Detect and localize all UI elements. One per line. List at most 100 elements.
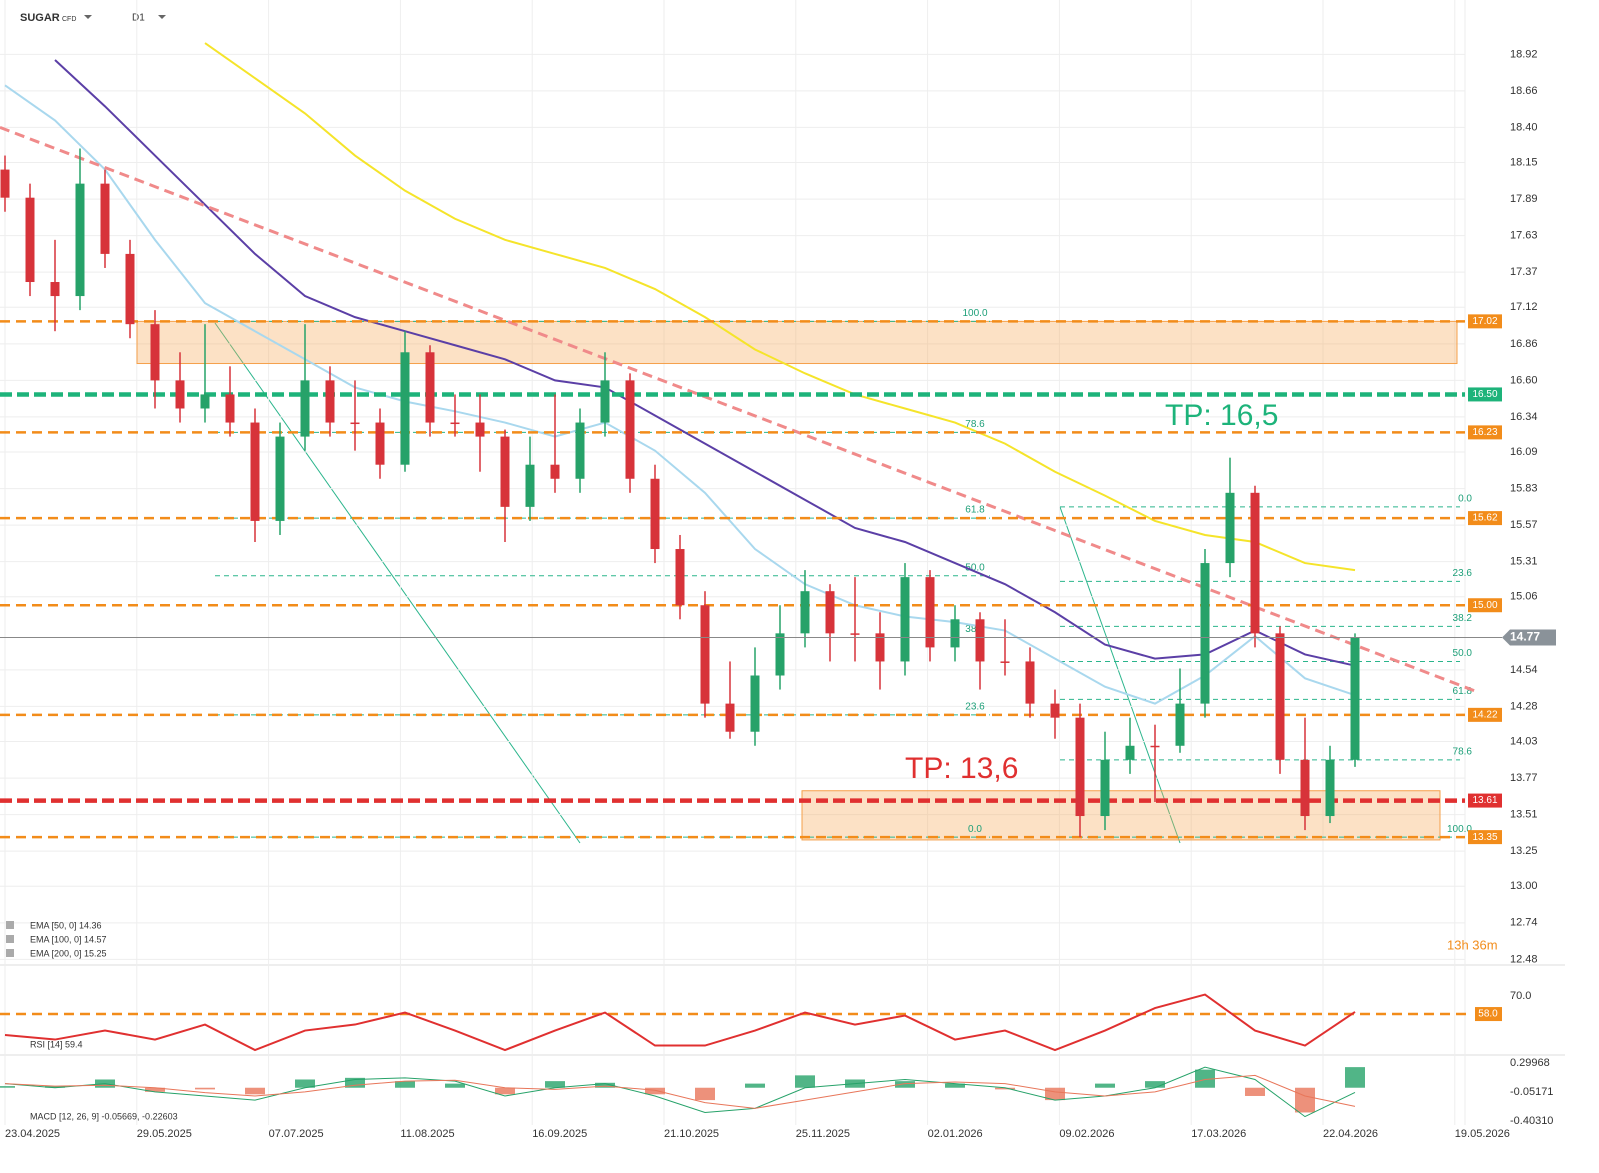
y-tick-label: 17.89 — [1510, 193, 1538, 205]
fib-label: 61.8 — [1453, 686, 1473, 697]
macd-bar — [295, 1079, 315, 1088]
candle-body — [1200, 563, 1210, 704]
fib-label: 78.6 — [965, 419, 985, 430]
fib-trend — [214, 322, 581, 844]
candle-body — [175, 380, 185, 409]
y-tick-label: 16.34 — [1510, 411, 1538, 423]
macd-bar — [895, 1081, 915, 1088]
rsi-tick-label: 70.0 — [1510, 990, 1531, 1002]
fib-label: 61.8 — [965, 505, 985, 516]
candle-body — [650, 478, 660, 550]
level-badge — [1468, 425, 1502, 440]
candle-body — [75, 183, 85, 297]
current-price-label: 14.77 — [1510, 630, 1540, 644]
candle-body — [50, 282, 60, 297]
candle-body — [100, 183, 110, 254]
dropdown[interactable] — [158, 15, 166, 19]
macd-signal — [4, 1074, 1356, 1109]
x-tick-label: 09.02.2026 — [1059, 1128, 1114, 1140]
instrument: CFD — [62, 16, 76, 23]
candle-body — [450, 422, 460, 425]
candle-body — [200, 394, 210, 409]
timeframe[interactable]: D1 — [132, 13, 145, 24]
macd-bar — [945, 1083, 965, 1088]
macd-bar — [395, 1081, 415, 1088]
symbol[interactable]: SUGAR — [20, 12, 60, 24]
x-tick-label: 07.07.2025 — [269, 1128, 324, 1140]
macd-tick-label: -0.40310 — [1510, 1115, 1553, 1127]
y-tick-label: 17.63 — [1510, 230, 1538, 242]
candle-body — [1000, 661, 1010, 663]
fib-label: 38.2 — [1453, 613, 1473, 624]
candle-body — [750, 675, 760, 732]
level-badge — [1468, 387, 1502, 402]
x-tick-label: 23.04.2025 — [5, 1128, 60, 1140]
candle-body — [1325, 759, 1335, 817]
candle-body — [925, 577, 935, 648]
candle-body — [1150, 745, 1160, 748]
trendline — [0, 126, 1476, 693]
legend-entry: EMA [200, 0] 15.25 — [30, 948, 107, 958]
rsi-label: RSI [14] 59.4 — [30, 1039, 83, 1049]
fib-label: 23.6 — [1453, 568, 1473, 579]
level-label: 16.23 — [1472, 427, 1497, 438]
y-tick-label: 18.15 — [1510, 156, 1538, 168]
fib-label: 78.6 — [1453, 746, 1473, 757]
annotation: TP: 13,6 — [905, 752, 1018, 785]
y-tick-label: 18.92 — [1510, 48, 1538, 60]
fib-label: 50.0 — [1453, 648, 1473, 659]
macd-bar — [495, 1087, 515, 1095]
candle-body — [1175, 703, 1185, 746]
fib-label: 23.6 — [965, 701, 985, 712]
rsi-level-label: 58.0 — [1478, 1009, 1498, 1020]
dropdown[interactable] — [84, 15, 92, 19]
candle-body — [1300, 759, 1310, 817]
y-tick-label: 16.86 — [1510, 338, 1538, 350]
candle-body — [900, 577, 910, 662]
candle-body — [1050, 703, 1060, 718]
candle-body — [575, 422, 585, 479]
y-tick-label: 15.31 — [1510, 556, 1538, 568]
macd-bar — [995, 1087, 1015, 1090]
macd-bar — [745, 1083, 765, 1088]
candle-body — [125, 253, 135, 325]
candle-body — [525, 464, 535, 507]
y-tick-label: 12.74 — [1510, 917, 1538, 929]
y-tick-label: 18.66 — [1510, 85, 1538, 97]
y-tick-label: 13.25 — [1510, 845, 1538, 857]
level-badge — [1468, 707, 1502, 722]
y-tick-label: 16.09 — [1510, 446, 1538, 458]
zone — [136, 320, 1458, 365]
macd-bar — [1095, 1083, 1115, 1088]
x-tick-label: 22.04.2026 — [1323, 1128, 1378, 1140]
level-label: 14.22 — [1472, 709, 1497, 720]
legend-entry: EMA [100, 0] 14.57 — [30, 934, 107, 944]
candle-body — [850, 633, 860, 635]
y-tick-label: 15.83 — [1510, 483, 1538, 495]
candle-body — [325, 380, 335, 423]
candle-body — [1125, 745, 1135, 760]
candle-body — [425, 352, 435, 423]
x-tick-label: 25.11.2025 — [796, 1128, 850, 1140]
y-tick-label: 17.12 — [1510, 301, 1538, 313]
y-tick-label: 17.37 — [1510, 266, 1538, 278]
candle-body — [475, 422, 485, 437]
macd-bar — [245, 1087, 265, 1095]
fib-label: 0.0 — [1458, 494, 1472, 505]
legend-icon — [6, 921, 14, 929]
candle-body — [1250, 492, 1260, 634]
level-label: 17.02 — [1472, 316, 1497, 327]
y-tick-label: 13.77 — [1510, 772, 1538, 784]
macd-label: MACD [12, 26, 9] -0.05669, -0.22603 — [30, 1111, 178, 1121]
macd-bar — [345, 1077, 365, 1088]
level-badge — [1468, 793, 1502, 808]
candle-body — [725, 703, 735, 732]
candle-body — [825, 591, 835, 634]
y-tick-label: 16.60 — [1510, 374, 1538, 386]
level-badge — [1468, 511, 1502, 526]
x-tick-label: 11.08.2025 — [400, 1128, 454, 1140]
candle-body — [675, 549, 685, 606]
fib-label: 100.0 — [962, 308, 987, 319]
candle-body — [350, 422, 360, 425]
